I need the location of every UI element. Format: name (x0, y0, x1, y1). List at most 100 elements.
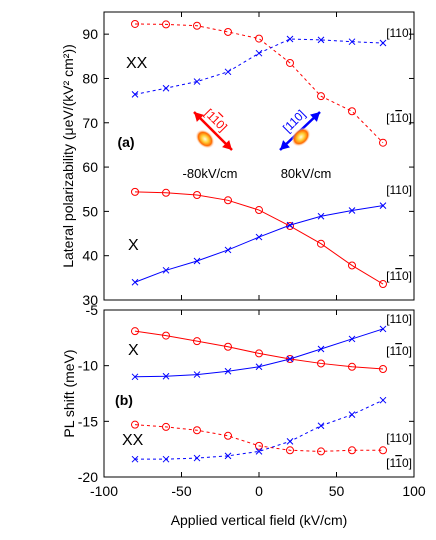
data-point (162, 422, 170, 431)
data-point (193, 454, 201, 462)
data-point (379, 396, 387, 404)
y-axis-label: Lateral polarizability (μeV/(kV² cm²)) (60, 44, 76, 268)
inset-1: [110]80kV/cm (279, 107, 331, 181)
data-point (162, 266, 170, 274)
x-tick-label: 50 (329, 483, 345, 499)
series-line (134, 38, 384, 95)
series-line (134, 205, 384, 283)
series-line (134, 424, 383, 452)
data-point (162, 188, 170, 197)
data-point (131, 91, 139, 98)
series-end-label: [110] (386, 344, 412, 358)
inset-field-label: -80kV/cm (183, 166, 238, 181)
data-point (317, 359, 325, 368)
group-label: X (128, 342, 139, 359)
data-point (348, 411, 356, 419)
data-point (379, 280, 387, 289)
x-tick-label: -50 (171, 483, 191, 499)
data-point (224, 431, 232, 440)
data-point (224, 342, 232, 351)
data-point (286, 354, 294, 363)
data-point (286, 35, 294, 43)
data-point (286, 446, 294, 455)
series-end-label: [110] (386, 456, 412, 470)
arrow-head (194, 112, 204, 122)
data-point (379, 39, 387, 47)
data-point (131, 455, 139, 463)
data-point (224, 367, 232, 375)
data-point (224, 68, 232, 76)
series-end-label: [110] (386, 269, 412, 283)
data-point (162, 20, 170, 29)
data-point (379, 325, 387, 333)
x-tick-label: -100 (90, 483, 118, 499)
data-point (255, 206, 263, 215)
data-point (348, 38, 356, 46)
data-point (162, 331, 170, 340)
inset-0: [110] -80kV/cm (183, 106, 238, 181)
data-point (348, 207, 356, 214)
y-tick-label: 80 (82, 70, 98, 86)
data-point (317, 92, 325, 101)
group-label: XX (122, 432, 144, 449)
series-end-label: [110] (386, 26, 412, 40)
arrow-head (280, 140, 290, 150)
data-point (131, 327, 139, 336)
arrow-head (222, 140, 232, 150)
data-point (348, 107, 356, 116)
data-point (286, 355, 294, 363)
data-point (193, 78, 201, 85)
data-point (255, 49, 263, 57)
data-point (162, 455, 170, 463)
data-point (193, 371, 201, 378)
data-point (255, 34, 263, 43)
data-point (131, 278, 139, 286)
data-point (255, 448, 263, 455)
y-tick-label: 70 (82, 115, 98, 131)
data-point (255, 233, 263, 241)
plot-frame (103, 11, 415, 301)
group-label: XX (126, 55, 148, 72)
data-point (348, 335, 356, 343)
x-tick-label: 100 (402, 483, 426, 499)
y-tick-label: 40 (82, 248, 98, 264)
x-axis-label: Applied vertical field (kV/cm) (171, 512, 348, 528)
y-tick-label: 60 (82, 159, 98, 175)
series-line (134, 328, 384, 378)
data-point (193, 337, 201, 346)
series-line (134, 330, 384, 370)
group-label: X (128, 237, 139, 254)
data-point (193, 426, 201, 435)
data-point (317, 422, 325, 430)
data-point (348, 261, 356, 270)
data-point (379, 446, 387, 455)
y-tick-label: 90 (82, 26, 98, 42)
data-point (224, 196, 232, 205)
x-tick-label: 0 (255, 483, 263, 499)
data-point (193, 21, 201, 30)
data-point (286, 438, 294, 445)
data-point (131, 187, 139, 196)
data-point (224, 27, 232, 36)
series-end-label: [110] (386, 312, 412, 326)
data-point (348, 362, 356, 371)
data-point (255, 363, 263, 371)
data-point (224, 452, 232, 460)
arrow-head (310, 112, 320, 122)
wavefunction-dot (195, 129, 215, 149)
data-point (379, 202, 387, 209)
data-point (131, 373, 139, 381)
y-tick-label: -15 (78, 413, 98, 429)
data-point (193, 190, 201, 199)
data-point (162, 372, 170, 380)
series-end-label: [110] (386, 431, 412, 445)
data-point (131, 420, 139, 429)
data-point (379, 365, 387, 374)
y-tick-label: 30 (82, 292, 98, 308)
panel-a: 30 40 50 60 70 80 90 Lateral polarizability (μe… (60, 11, 415, 308)
data-point (286, 58, 294, 67)
series-end-label: [110] (386, 183, 412, 197)
panel-label: (a) (117, 134, 134, 150)
